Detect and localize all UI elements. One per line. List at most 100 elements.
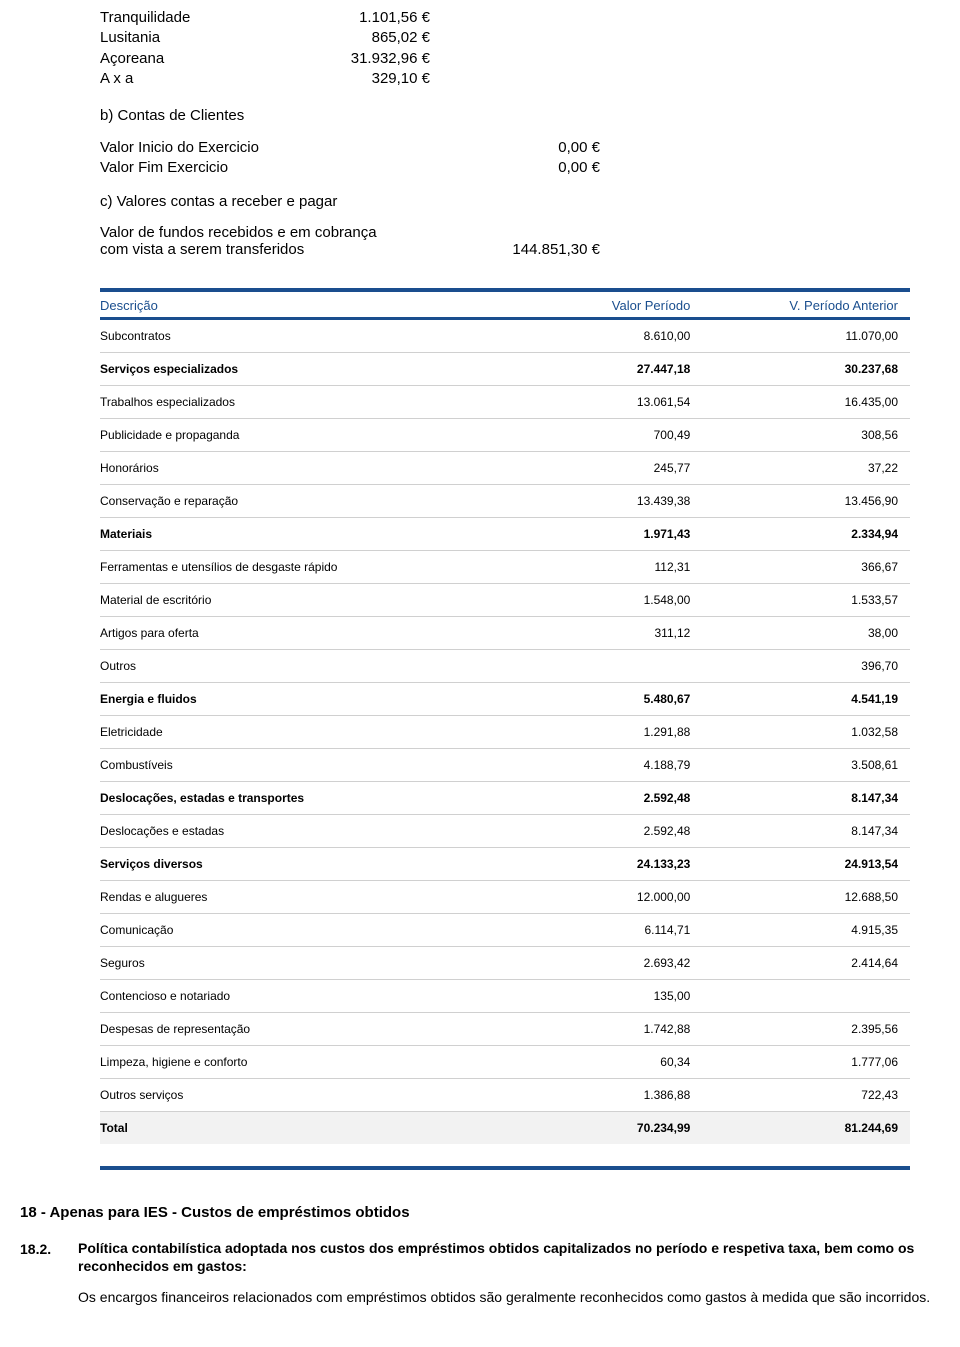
cell-periodo-anterior: 4.541,19 [702, 682, 910, 715]
table-row: Publicidade e propaganda700,49308,56 [100, 418, 910, 451]
cell-valor-periodo: 311,12 [495, 616, 703, 649]
cell-valor-periodo: 2.693,42 [495, 946, 703, 979]
cell-periodo-anterior: 366,67 [702, 550, 910, 583]
cell-valor-periodo: 1.386,88 [495, 1078, 703, 1111]
cell-desc: Ferramentas e utensílios de desgaste ráp… [100, 550, 495, 583]
table-row: Eletricidade1.291,881.032,58 [100, 715, 910, 748]
cell-desc: Deslocações, estadas e transportes [100, 781, 495, 814]
cell-desc: Material de escritório [100, 583, 495, 616]
cell-valor-periodo [495, 649, 703, 682]
cell-periodo-anterior: 2.395,56 [702, 1012, 910, 1045]
cell-total-anterior: 81.244,69 [702, 1111, 910, 1144]
cell-desc: Serviços especializados [100, 352, 495, 385]
insurer-value: 865,02 € [372, 28, 430, 48]
cell-desc: Artigos para oferta [100, 616, 495, 649]
cell-valor-periodo: 2.592,48 [495, 781, 703, 814]
cell-desc: Combustíveis [100, 748, 495, 781]
cell-desc: Materiais [100, 517, 495, 550]
insurer-label: Tranquilidade [100, 8, 190, 28]
insurer-value: 31.932,96 € [351, 49, 430, 69]
table-row: Serviços especializados27.447,1830.237,6… [100, 352, 910, 385]
costs-table: Descrição Valor Período V. Período Anter… [100, 288, 910, 1144]
col-descricao: Descrição [100, 290, 495, 319]
table-row: Combustíveis4.188,793.508,61 [100, 748, 910, 781]
cell-periodo-anterior [702, 979, 910, 1012]
section-18-title: 18 - Apenas para IES - Custos de emprést… [20, 1204, 950, 1221]
cell-periodo-anterior: 1.533,57 [702, 583, 910, 616]
cell-periodo-anterior: 16.435,00 [702, 385, 910, 418]
list-item: A x a 329,10 € [100, 69, 430, 89]
section-b-title: b) Contas de Clientes [100, 107, 950, 124]
section-18-2-body: Os encargos financeiros relacionados com… [78, 1288, 948, 1307]
table-row: Energia e fluidos5.480,674.541,19 [100, 682, 910, 715]
cell-valor-periodo: 27.447,18 [495, 352, 703, 385]
cell-desc: Outros [100, 649, 495, 682]
section-18-2-text: Política contabilística adoptada nos cus… [78, 1239, 948, 1308]
cell-total-label: Total [100, 1111, 495, 1144]
cell-valor-periodo: 135,00 [495, 979, 703, 1012]
cell-periodo-anterior: 37,22 [702, 451, 910, 484]
table-row: Trabalhos especializados13.061,5416.435,… [100, 385, 910, 418]
cell-valor-periodo: 1.742,88 [495, 1012, 703, 1045]
table-row: Subcontratos8.610,0011.070,00 [100, 318, 910, 352]
field-row: Valor Fim Exercicio 0,00 € [100, 158, 600, 178]
table-row: Deslocações e estadas2.592,488.147,34 [100, 814, 910, 847]
insurer-label: Açoreana [100, 49, 164, 69]
cell-periodo-anterior: 4.915,35 [702, 913, 910, 946]
fundos-value: 144.851,30 € [512, 241, 600, 258]
cell-periodo-anterior: 308,56 [702, 418, 910, 451]
cell-desc: Subcontratos [100, 318, 495, 352]
field-value: 0,00 € [558, 158, 600, 178]
table-row: Conservação e reparação13.439,3813.456,9… [100, 484, 910, 517]
insurer-value: 329,10 € [372, 69, 430, 89]
insurer-value: 1.101,56 € [359, 8, 430, 28]
cell-valor-periodo: 4.188,79 [495, 748, 703, 781]
cell-valor-periodo: 1.548,00 [495, 583, 703, 616]
cell-periodo-anterior: 12.688,50 [702, 880, 910, 913]
cell-valor-periodo: 112,31 [495, 550, 703, 583]
table-row: Despesas de representação1.742,882.395,5… [100, 1012, 910, 1045]
table-row: Material de escritório1.548,001.533,57 [100, 583, 910, 616]
fundos-label-line1: Valor de fundos recebidos e em cobrança [100, 224, 377, 241]
cell-valor-periodo: 12.000,00 [495, 880, 703, 913]
table-row-total: Total70.234,9981.244,69 [100, 1111, 910, 1144]
cell-valor-periodo: 60,34 [495, 1045, 703, 1078]
cell-desc: Seguros [100, 946, 495, 979]
cell-desc: Energia e fluidos [100, 682, 495, 715]
table-row: Honorários245,7737,22 [100, 451, 910, 484]
cell-desc: Rendas e alugueres [100, 880, 495, 913]
table-row: Serviços diversos24.133,2324.913,54 [100, 847, 910, 880]
cell-valor-periodo: 245,77 [495, 451, 703, 484]
cell-valor-periodo: 1.291,88 [495, 715, 703, 748]
cell-periodo-anterior: 38,00 [702, 616, 910, 649]
cell-desc: Eletricidade [100, 715, 495, 748]
cell-desc: Despesas de representação [100, 1012, 495, 1045]
section-18-2-number: 18.2. [20, 1239, 60, 1308]
cell-valor-periodo: 8.610,00 [495, 318, 703, 352]
cell-periodo-anterior: 1.777,06 [702, 1045, 910, 1078]
cell-periodo-anterior: 8.147,34 [702, 781, 910, 814]
fundos-block: Valor de fundos recebidos e em cobrança … [100, 224, 600, 258]
table-footer-bar [100, 1166, 910, 1170]
cell-valor-periodo: 24.133,23 [495, 847, 703, 880]
cell-valor-periodo: 13.061,54 [495, 385, 703, 418]
cell-valor-periodo: 6.114,71 [495, 913, 703, 946]
cell-valor-periodo: 13.439,38 [495, 484, 703, 517]
cell-total-periodo: 70.234,99 [495, 1111, 703, 1144]
cell-desc: Outros serviços [100, 1078, 495, 1111]
section-b-fields: Valor Inicio do Exercicio 0,00 € Valor F… [100, 138, 600, 179]
cell-desc: Deslocações e estadas [100, 814, 495, 847]
table-row: Ferramentas e utensílios de desgaste ráp… [100, 550, 910, 583]
table-row: Comunicação6.114,714.915,35 [100, 913, 910, 946]
field-value: 0,00 € [558, 138, 600, 158]
table-row: Seguros2.693,422.414,64 [100, 946, 910, 979]
list-item: Lusitania 865,02 € [100, 28, 430, 48]
cell-periodo-anterior: 30.237,68 [702, 352, 910, 385]
main-table-wrap: Descrição Valor Período V. Período Anter… [100, 288, 910, 1170]
cell-valor-periodo: 1.971,43 [495, 517, 703, 550]
table-row: Outros serviços1.386,88722,43 [100, 1078, 910, 1111]
table-row: Contencioso e notariado135,00 [100, 979, 910, 1012]
cell-valor-periodo: 2.592,48 [495, 814, 703, 847]
cell-periodo-anterior: 13.456,90 [702, 484, 910, 517]
cell-periodo-anterior: 11.070,00 [702, 318, 910, 352]
